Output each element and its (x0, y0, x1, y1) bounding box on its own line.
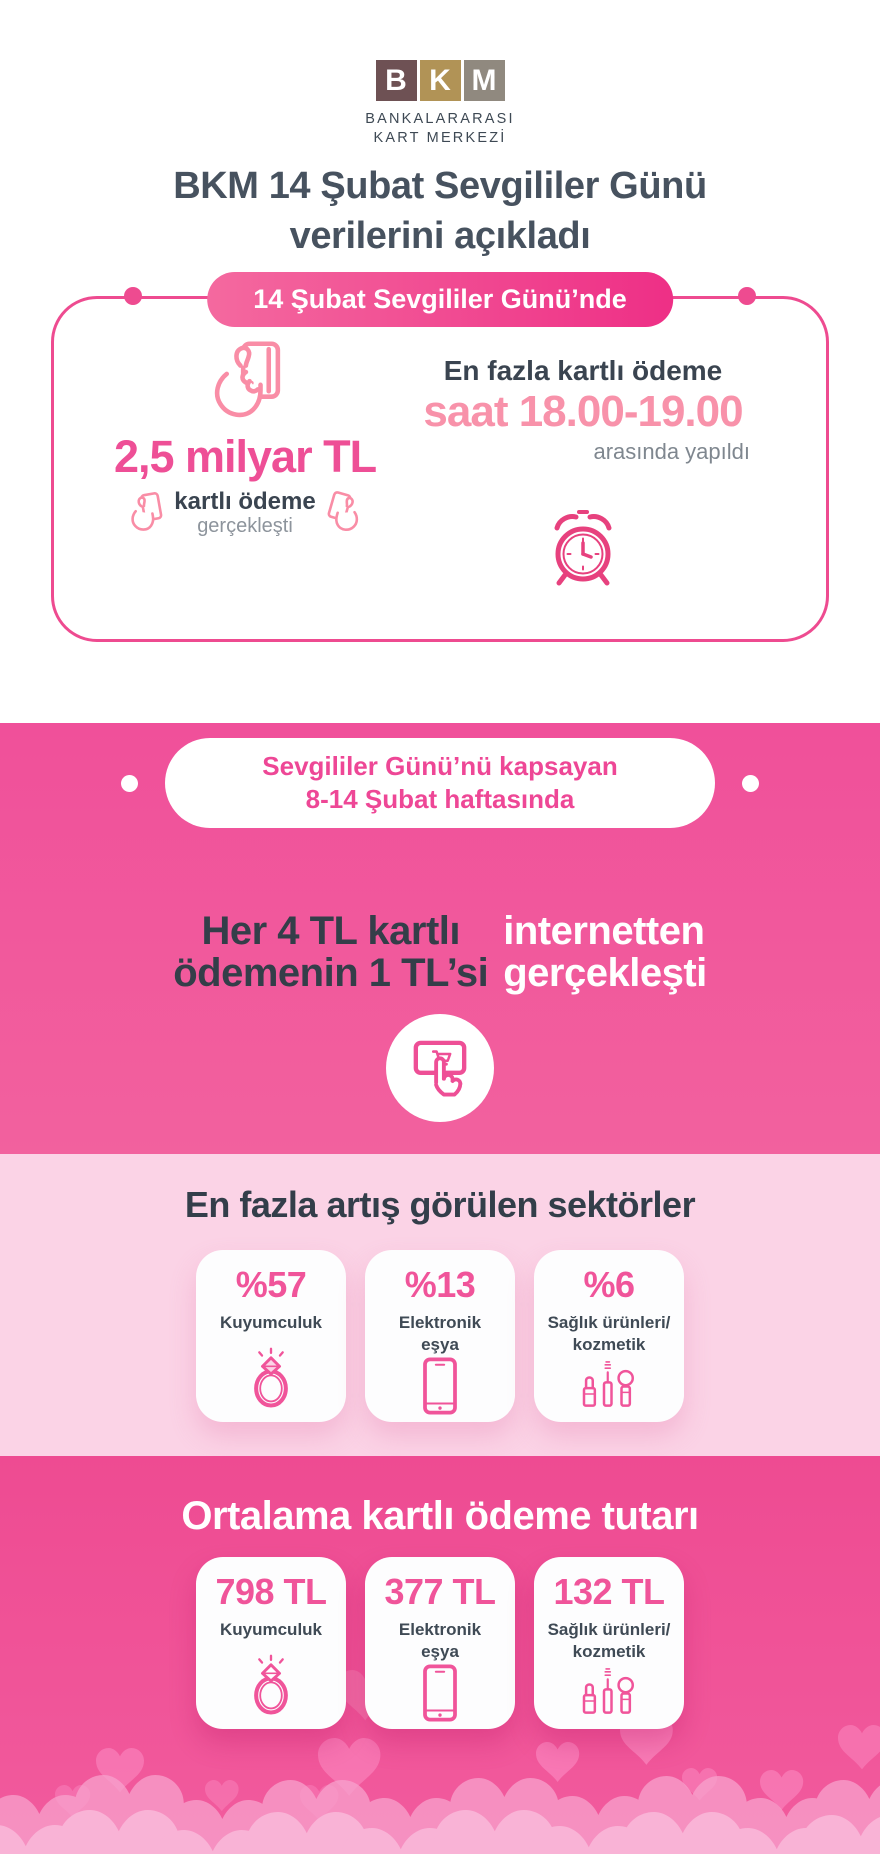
average-label: Elektronik eşya (398, 1620, 482, 1661)
week-section: Sevgililer Günü’nü kapsayan 8-14 Şubat h… (0, 723, 880, 1154)
sector-value: %13 (404, 1264, 476, 1305)
stat-dark-text: Her 4 TL kartlı ödemenin 1 TL’si (173, 909, 489, 996)
logo-square-k: K (419, 60, 461, 101)
online-payment-stat: Her 4 TL kartlı ödemenin 1 TL’si interne… (0, 910, 880, 994)
connector-dot-right (738, 287, 756, 305)
average-label: Sağlık ürünleri/ kozmetik (547, 1620, 671, 1661)
average-card-jewelry: 798 TL Kuyumculuk (196, 1557, 346, 1729)
online-shopping-tap-icon (413, 1040, 467, 1097)
cosmetics-icon (582, 1668, 634, 1714)
averages-section: Ortalama kartlı ödeme tutarı 798 TL Kuyu… (0, 1456, 880, 1854)
average-card-electronics: 377 TL Elektronik eşya (365, 1557, 515, 1729)
sector-card-electronics: %13 Elektronik eşya (365, 1250, 515, 1422)
week-banner-pill: Sevgililer Günü’nü kapsayan 8-14 Şubat h… (121, 738, 759, 829)
logo-letter: B (385, 63, 407, 97)
stat-dark-line1: Her 4 TL kartlı (201, 909, 460, 954)
tap-circle (386, 1014, 494, 1123)
logo-letter: K (429, 63, 451, 97)
sectors-title: En fazla artış görülen sektörler (184, 1184, 696, 1225)
stat-light-line2: gerçekleşti (503, 951, 707, 996)
ring-icon (254, 1654, 288, 1715)
sector-value: %57 (235, 1264, 307, 1305)
white-dot-right (742, 775, 759, 793)
card-payment-stat: 2,5 milyar TL kartlı ödeme gerçekleşti (80, 339, 410, 593)
page-title: BKM 14 Şubat Sevgililer Günü verilerini … (0, 162, 880, 261)
logo-letter: M (471, 63, 497, 97)
week-pill-line1: Sevgililer Günü’nü kapsayan (262, 751, 618, 781)
logo-subtitle: BANKALARARASI KART MERKEZİ (0, 110, 880, 148)
logo-square-b: B (375, 60, 417, 101)
day-card-content: 2,5 milyar TL kartlı ödeme gerçekleşti (54, 299, 826, 593)
average-value: 377 TL (384, 1571, 496, 1612)
sector-card-cosmetics: %6 Sağlık ürünleri/ kozmetik (534, 1250, 684, 1422)
average-label: Kuyumculuk (219, 1620, 323, 1639)
page-title-line2: verilerini açıkladı (289, 214, 591, 257)
stat-dark-line2: ödemenin 1 TL’si (173, 951, 489, 996)
sector-cards-row: %57 Kuyumculuk %13 (0, 1250, 880, 1422)
stat-light-line1: internetten (503, 909, 705, 954)
page-title-line1: BKM 14 Şubat Sevgililer Günü (173, 165, 707, 208)
ring-icon (254, 1347, 288, 1408)
peak-title: En fazla kartlı ödeme (443, 355, 723, 386)
sector-card-jewelry: %57 Kuyumculuk (196, 1250, 346, 1422)
day-card-section: 14 Şubat Sevgililer Günü’nde 2,5 milyar … (0, 272, 880, 723)
smartphone-icon (423, 1356, 457, 1415)
average-cards-row: 798 TL Kuyumculuk 377 TL (0, 1557, 880, 1729)
alarm-clock-icon (554, 510, 612, 586)
sector-label: Kuyumculuk (219, 1313, 323, 1332)
logo-square-m: M (463, 60, 505, 101)
stat-light-text: internetten gerçekleşti (503, 910, 707, 994)
hand-holding-card-icon (214, 341, 281, 418)
amount-caption-light: gerçekleşti (197, 515, 293, 538)
average-card-cosmetics: 132 TL Sağlık ürünleri/ kozmetik (534, 1557, 684, 1729)
hand-holding-card-icon-small (327, 490, 358, 531)
week-pill-line2: 8-14 Şubat haftasında (305, 784, 575, 815)
peak-caption: arasında yapıldı (593, 439, 750, 464)
smartphone-icon (423, 1663, 457, 1722)
header-section: B K M BANKALARARASI KART MERKEZİ BKM 14 … (0, 0, 880, 270)
peak-time: saat 18.00-19.00 (423, 387, 743, 436)
logo-subtitle-line1: BANKALARARASI (365, 111, 515, 127)
white-dot-left (121, 775, 138, 793)
day-card-pill: 14 Şubat Sevgililer Günü’nde (207, 272, 673, 327)
average-value: 798 TL (215, 1571, 327, 1612)
connector-dot-left (124, 287, 142, 305)
cosmetics-icon (582, 1361, 634, 1407)
hand-holding-card-icon-small (131, 491, 163, 531)
bkm-logo: B K M (0, 0, 880, 101)
sector-value: %6 (583, 1264, 635, 1305)
sector-label: Elektronik eşya (398, 1313, 482, 1354)
sector-label: Sağlık ürünleri/ kozmetik (547, 1313, 671, 1354)
valentines-day-card: 14 Şubat Sevgililer Günü’nde 2,5 milyar … (51, 272, 829, 642)
sectors-section: En fazla artış görülen sektörler %57 Kuy… (0, 1154, 880, 1456)
logo-subtitle-line2: KART MERKEZİ (373, 130, 507, 147)
average-value: 132 TL (553, 1571, 665, 1612)
amount-caption-row: kartlı ödeme gerçekleşti (125, 489, 364, 538)
total-amount: 2,5 milyar TL (113, 431, 377, 482)
amount-caption: kartlı ödeme gerçekleşti (174, 489, 315, 538)
peak-time-stat: En fazla kartlı ödeme saat 18.00-19.00 a… (410, 339, 756, 593)
amount-caption-bold: kartlı ödeme (174, 488, 316, 515)
averages-title: Ortalama kartlı ödeme tutarı (181, 1494, 699, 1538)
